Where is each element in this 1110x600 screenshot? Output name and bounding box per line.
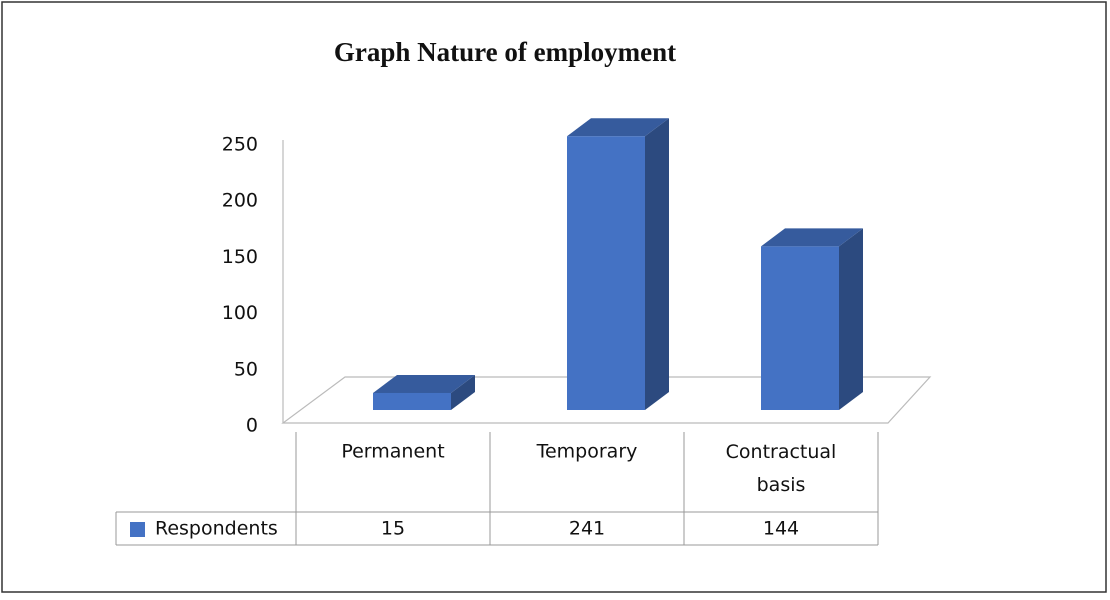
- bar: [567, 118, 669, 410]
- y-tick-label: 200: [222, 190, 258, 212]
- x-tick-label: Contractual basis: [726, 441, 837, 496]
- bar-front: [373, 392, 451, 410]
- table-value: 144: [763, 518, 799, 540]
- bar-front: [761, 246, 839, 410]
- bar-front: [567, 136, 645, 410]
- bar-top: [567, 118, 669, 137]
- chart-title: Graph Nature of employment: [334, 37, 676, 67]
- label-line: basis: [757, 474, 806, 496]
- bar: [761, 228, 863, 410]
- legend-key: [130, 522, 145, 537]
- bar-side: [451, 374, 475, 410]
- table-value: 241: [569, 518, 605, 540]
- data-table: [115, 432, 879, 546]
- bar-top: [761, 228, 863, 247]
- bar-side: [839, 228, 863, 410]
- floor: [281, 376, 932, 424]
- y-tick-label: 150: [222, 246, 258, 268]
- label-line: Contractual: [726, 441, 837, 463]
- bar: [373, 374, 475, 410]
- x-tick-label: Permanent: [341, 441, 444, 463]
- legend-label: Respondents: [155, 518, 278, 540]
- y-tick-label: 250: [222, 134, 258, 156]
- y-tick-label: 50: [234, 358, 258, 380]
- y-tick-label: 100: [222, 302, 258, 324]
- x-tick-label: Temporary: [536, 441, 638, 463]
- bar-top: [373, 374, 475, 393]
- table-value: 15: [381, 518, 405, 540]
- y-tick-label: 0: [246, 415, 258, 437]
- bar-side: [645, 118, 669, 410]
